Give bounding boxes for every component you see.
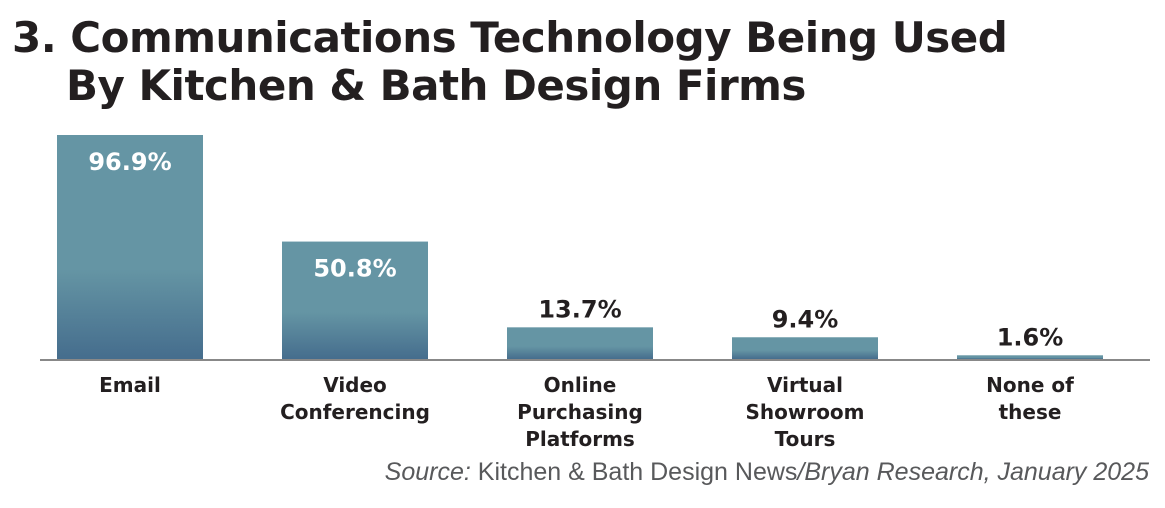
bar	[732, 337, 878, 359]
bar	[282, 241, 428, 359]
category-label: Purchasing	[517, 400, 643, 424]
category-label: these	[999, 400, 1062, 424]
category-label: Tours	[775, 427, 836, 451]
source-suffix: /Bryan Research, January 2025	[797, 458, 1149, 486]
category-label: Email	[99, 373, 161, 397]
category-label: Conferencing	[280, 400, 430, 424]
source-note: Source: Kitchen & Bath Design News/Bryan…	[385, 458, 1149, 487]
title-line-2: By Kitchen & Bath Design Firms	[66, 61, 806, 110]
value-label: 13.7%	[538, 295, 621, 323]
value-label: 50.8%	[313, 255, 396, 283]
chart-title: 3. Communications Technology Being Used …	[12, 13, 1008, 110]
category-label: None of	[986, 373, 1074, 397]
category-label: Virtual	[767, 373, 843, 397]
bar	[507, 327, 653, 359]
value-label: 96.9%	[88, 148, 171, 176]
category-label: Platforms	[525, 427, 635, 451]
value-label: 9.4%	[772, 305, 839, 333]
category-label: Video	[323, 373, 387, 397]
value-label: 1.6%	[997, 323, 1064, 351]
bar	[57, 135, 203, 359]
category-label: Showroom	[745, 400, 864, 424]
source-prefix: Source:	[384, 458, 471, 486]
title-line-1: 3. Communications Technology Being Used	[12, 13, 1008, 62]
bar	[957, 355, 1103, 359]
source-main: Kitchen & Bath Design News	[477, 458, 798, 486]
category-label: Online	[544, 373, 617, 397]
